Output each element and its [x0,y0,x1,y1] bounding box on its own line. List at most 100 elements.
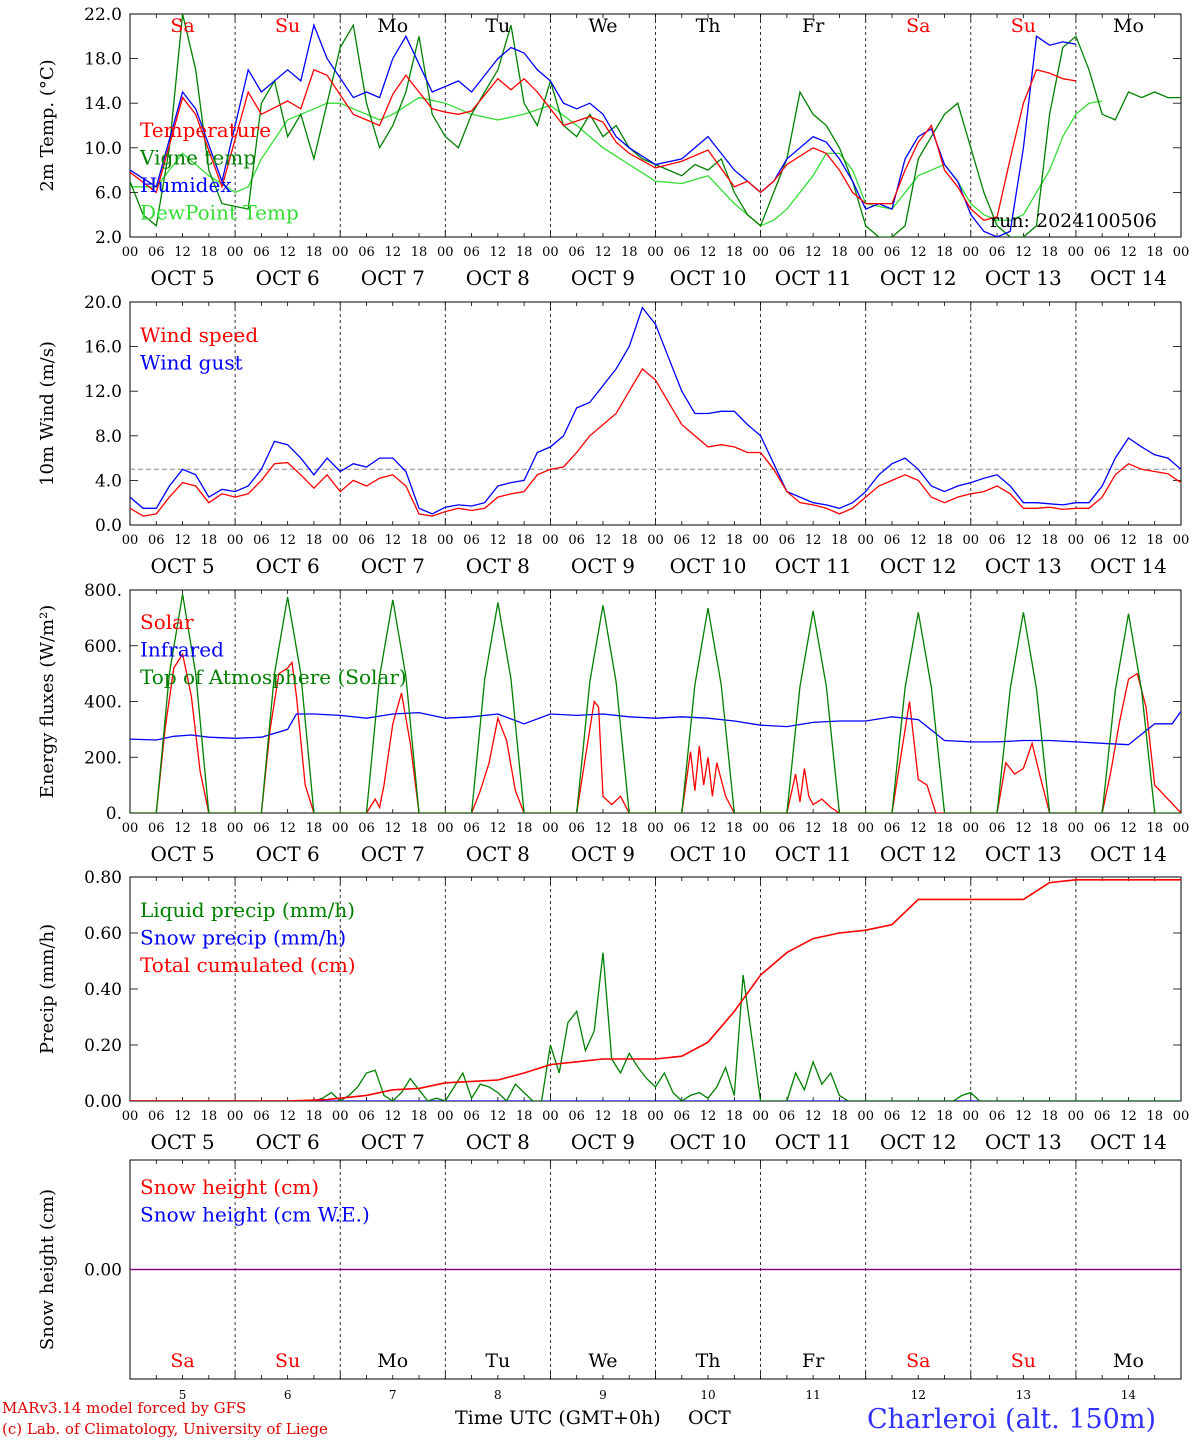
hour-tick-label: 00 [963,1109,980,1124]
hour-tick-label: 18 [831,533,848,548]
day-label: OCT 10 [670,554,747,578]
hour-tick-label: 18 [621,245,638,260]
y-tick-label: 16.0 [84,338,122,358]
day-number-label: 5 [179,1388,187,1402]
hour-tick-label: 00 [332,533,349,548]
day-label: OCT 10 [670,842,747,866]
hour-tick-label: 06 [253,245,270,260]
weekday-label: Mo [377,15,408,37]
legend-item: Total cumulated (cm) [140,953,356,977]
y-tick-label: 10.0 [84,139,122,159]
day-number-label: 9 [599,1388,607,1402]
day-label: OCT 8 [466,1130,530,1154]
day-label: OCT 10 [670,1130,747,1154]
weekday-label: We [588,15,617,37]
hour-tick-label: 06 [358,1109,375,1124]
y-axis-label: Snow height (cm) [37,1189,58,1350]
hour-tick-label: 12 [279,821,296,836]
hour-tick-label: 12 [700,533,717,548]
hour-tick-label: 00 [227,821,244,836]
hour-tick-label: 00 [227,533,244,548]
hour-tick-label: 18 [936,821,953,836]
day-label: OCT 10 [670,266,747,290]
weekday-label: Fr [802,1350,825,1372]
hour-tick-label: 00 [542,821,559,836]
legend-item: Wind gust [140,351,243,375]
hour-tick-label: 06 [253,1109,270,1124]
hour-tick-label: 18 [621,821,638,836]
hour-tick-label: 06 [989,821,1006,836]
hour-tick-label: 12 [595,821,612,836]
hour-tick-label: 18 [936,245,953,260]
hour-tick-label: 12 [490,245,507,260]
hour-tick-label: 06 [463,821,480,836]
hour-tick-label: 18 [306,821,323,836]
hour-tick-label: 12 [700,1109,717,1124]
day-number-label: 8 [494,1388,502,1402]
weekday-label: Tu [485,1350,510,1372]
day-label: OCT 7 [361,1130,425,1154]
day-label: OCT 11 [775,842,852,866]
legend-item: Top of Atmosphere (Solar) [140,665,407,689]
weekday-label: Th [696,15,721,37]
hour-tick-label: 18 [1041,821,1058,836]
legend-item: Snow height (cm) [140,1175,319,1199]
legend-item: Infrared [140,638,224,662]
day-label: OCT 5 [150,554,214,578]
weekday-label: Su [1011,1350,1036,1372]
legend-item: Snow precip (mm/h) [140,926,346,950]
hour-tick-label: 18 [306,1109,323,1124]
station-label: Charleroi (alt. 150m) [867,1404,1156,1435]
weekday-label: Sa [170,15,194,37]
day-label: OCT 8 [466,842,530,866]
hour-tick-label: 18 [1041,533,1058,548]
hour-tick-label: 00 [437,821,454,836]
hour-tick-label: 06 [779,1109,796,1124]
hour-tick-label: 00 [227,1109,244,1124]
hour-tick-label: 00 [1173,1109,1190,1124]
day-number-label: 12 [911,1388,926,1402]
hour-tick-label: 00 [122,245,139,260]
y-tick-label: 0.00 [84,1261,122,1281]
hour-tick-label: 00 [647,533,664,548]
hour-tick-label: 00 [542,245,559,260]
hour-tick-label: 12 [490,1109,507,1124]
hour-tick-label: 06 [1094,821,1111,836]
hour-tick-label: 12 [700,245,717,260]
hour-tick-label: 06 [568,533,585,548]
hour-tick-label: 06 [148,821,165,836]
day-label: OCT 8 [466,554,530,578]
y-tick-label: 800. [84,581,122,601]
y-tick-label: 22.0 [84,5,122,25]
hour-tick-label: 12 [174,821,191,836]
hour-tick-label: 12 [279,1109,296,1124]
hour-tick-label: 00 [857,245,874,260]
y-axis-label: Energy fluxes (W/m²) [37,605,58,799]
day-label: OCT 7 [361,554,425,578]
hour-tick-label: 06 [989,533,1006,548]
hour-tick-label: 06 [674,821,691,836]
day-label: OCT 8 [466,266,530,290]
hour-tick-label: 00 [647,1109,664,1124]
hour-tick-label: 18 [1146,821,1163,836]
day-label: OCT 7 [361,842,425,866]
hour-tick-label: 18 [516,1109,533,1124]
weekday-label: We [588,1350,617,1372]
weekday-label: Mo [1113,1350,1144,1372]
day-label: OCT 13 [985,554,1062,578]
y-tick-label: 14.0 [84,94,122,114]
y-tick-label: 20.0 [84,293,122,313]
hour-tick-label: 00 [332,245,349,260]
hour-tick-label: 12 [1120,245,1137,260]
hour-tick-label: 18 [726,821,743,836]
y-tick-label: 400. [84,693,122,713]
series-line-dewpoint-temp [130,96,1103,227]
hour-tick-label: 00 [963,245,980,260]
hour-tick-label: 00 [752,245,769,260]
hour-tick-label: 00 [437,533,454,548]
hour-tick-label: 00 [1173,533,1190,548]
hour-tick-label: 18 [1146,533,1163,548]
hour-tick-label: 06 [568,245,585,260]
day-label: OCT 14 [1090,842,1167,866]
hour-tick-label: 18 [726,1109,743,1124]
